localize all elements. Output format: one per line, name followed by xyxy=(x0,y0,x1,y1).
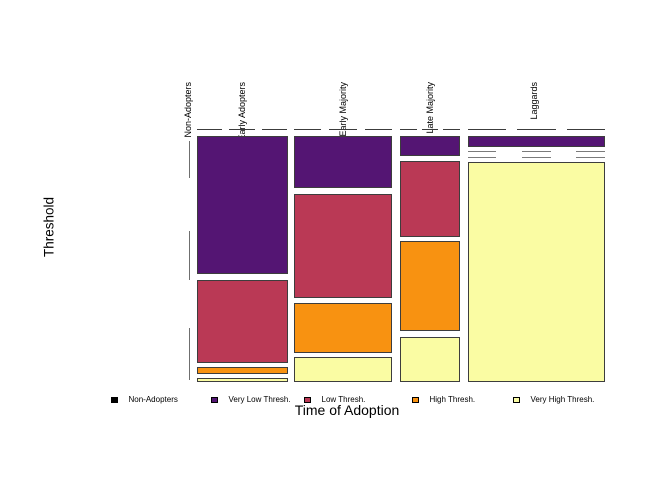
toprow-laggards-dash-2 xyxy=(566,128,605,130)
mosaic-cell-early-adopters-very-low-thresh xyxy=(196,136,288,274)
toprow-laggards-dash-0 xyxy=(467,128,506,130)
toprow-early-adopters-dash-1 xyxy=(229,128,255,130)
zero-width-column-segment-0 xyxy=(189,141,191,178)
mosaic-cell-laggards-very-high-thresh xyxy=(467,161,605,382)
mosaic-cell-early-majority-high-thresh xyxy=(294,302,392,353)
mosaic-cell-early-adopters-very-high-thresh xyxy=(196,377,288,382)
zero-row-laggards-0-dash-2 xyxy=(576,151,605,153)
toprow-early-majority-dash-1 xyxy=(329,128,357,130)
toprow-early-adopters-dash-0 xyxy=(196,128,222,130)
toprow-late-majority-dash-2 xyxy=(443,128,460,130)
zero-row-laggards-1-dash-0 xyxy=(467,156,497,158)
mosaic-cell-laggards-very-low-thresh xyxy=(467,136,605,147)
column-label-late-majority: Late Majority xyxy=(424,82,435,134)
zero-row-laggards-1-dash-2 xyxy=(576,156,605,158)
mosaic-cell-early-majority-very-high-thresh xyxy=(294,356,392,382)
toprow-late-majority-dash-1 xyxy=(421,128,439,130)
toprow-laggards-dash-1 xyxy=(517,128,556,130)
mosaic-cell-late-majority-very-high-thresh xyxy=(400,336,460,382)
zero-width-column-segment-1 xyxy=(189,231,191,280)
x-axis-title: Time of Adoption xyxy=(294,402,400,418)
zero-width-column-segment-2 xyxy=(189,328,191,380)
column-label-laggards: Laggards xyxy=(528,82,539,120)
mosaic-cell-late-majority-low-thresh xyxy=(400,160,460,237)
mosaic-cell-late-majority-high-thresh xyxy=(400,240,460,331)
mosaic-cell-early-adopters-high-thresh xyxy=(196,367,288,374)
toprow-early-majority-dash-2 xyxy=(364,128,392,130)
toprow-late-majority-dash-0 xyxy=(400,128,417,130)
zero-row-laggards-1-dash-1 xyxy=(521,156,551,158)
toprow-early-majority-dash-0 xyxy=(294,128,322,130)
zero-row-laggards-0-dash-1 xyxy=(521,151,551,153)
mosaic-cell-early-majority-very-low-thresh xyxy=(294,136,392,188)
mosaic-cell-early-adopters-low-thresh xyxy=(196,279,288,363)
mosaic-cell-late-majority-very-low-thresh xyxy=(400,136,460,156)
zero-row-laggards-0-dash-0 xyxy=(467,151,497,153)
toprow-early-adopters-dash-2 xyxy=(262,128,288,130)
column-label-early-adopters: Early Adopters xyxy=(236,82,247,141)
mosaic-cell-early-majority-low-thresh xyxy=(294,193,392,298)
column-label-non-adopters: Non-Adopters xyxy=(182,82,193,138)
